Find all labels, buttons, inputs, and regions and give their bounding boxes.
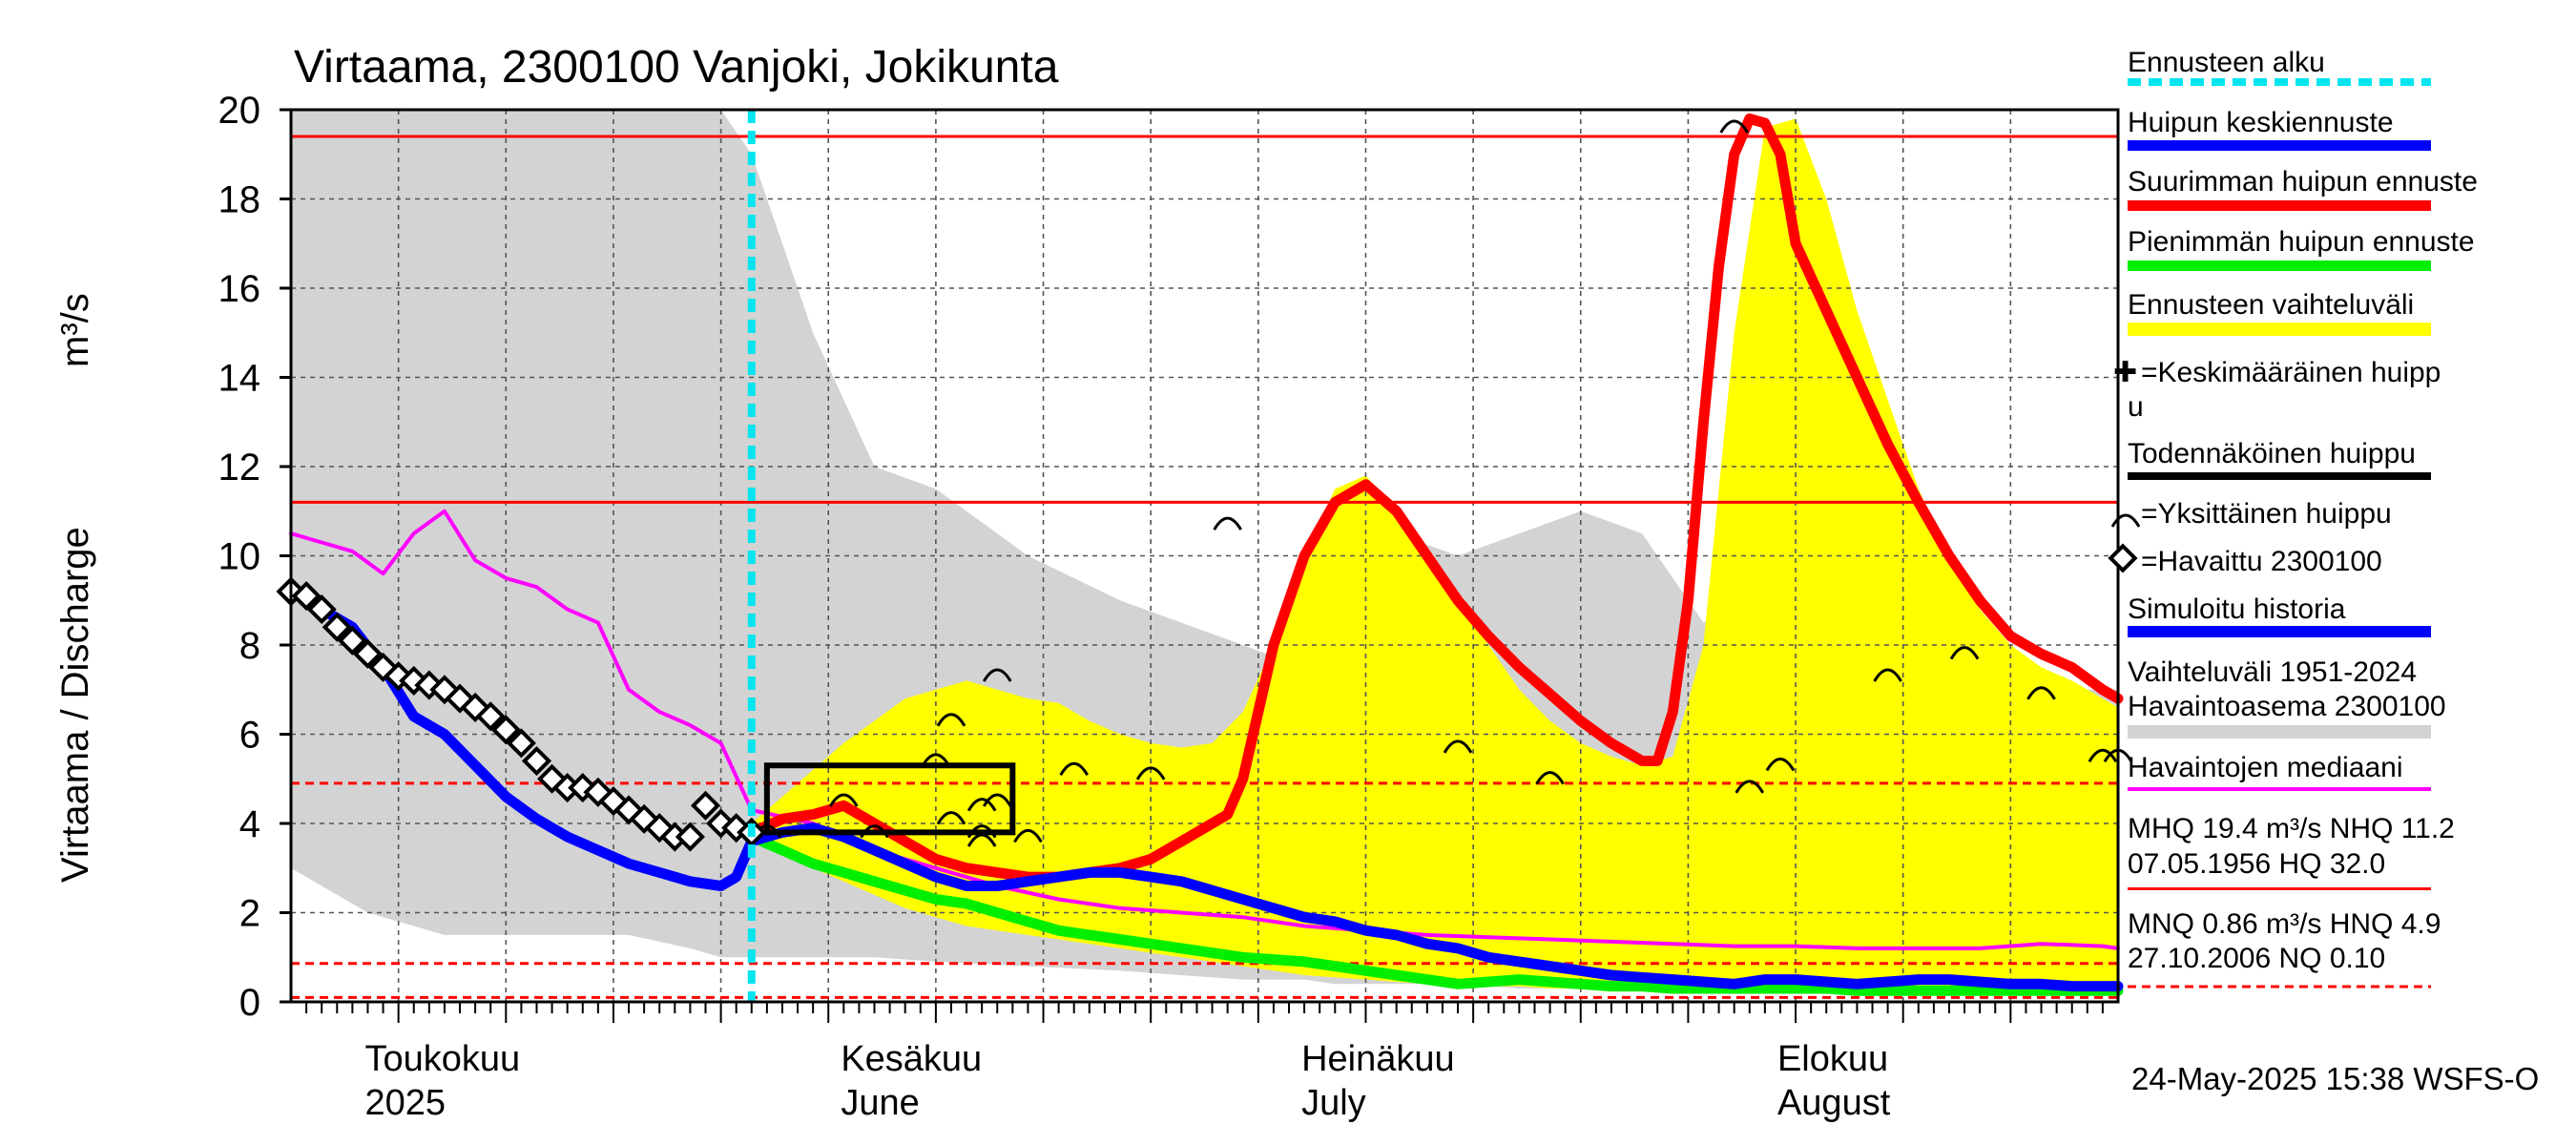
reference-lines: [291, 135, 2118, 999]
single-peak-marker: [1719, 119, 1749, 134]
single-peak-marker: [982, 793, 1012, 807]
observed-point: [675, 822, 705, 852]
month-label: Heinäkuu: [1301, 1039, 1455, 1079]
single-peak-marker: [936, 713, 966, 727]
legend-mean-peak-swatch: [2128, 140, 2431, 151]
observed-point: [291, 581, 322, 612]
single-peak-marker: [1765, 758, 1796, 772]
y-tick-label: 18: [218, 179, 261, 221]
legend-hist-range-station: Havaintoasema 2300100: [2128, 691, 2446, 722]
forecast-range-band: [751, 118, 2118, 993]
y-tick-label: 10: [218, 536, 261, 578]
legend-stats-low-1: MNQ 0.86 m³/s HNQ 4.9: [2128, 908, 2441, 940]
month-sublabel: June: [841, 1083, 919, 1123]
single-peak-marker: [2088, 748, 2118, 762]
chart-title: Virtaama, 2300100 Vanjoki, Jokikunta: [294, 42, 1059, 93]
single-peak-marker: [1213, 516, 1242, 531]
observed-point: [306, 594, 337, 625]
legend-min-peak-label: Pienimmän huipun ennuste: [2128, 226, 2475, 258]
observed-markers: [276, 576, 767, 852]
legend-max-peak-label: Suurimman huipun ennuste: [2128, 166, 2478, 198]
legend-simulated-swatch: [2128, 626, 2431, 637]
legend-simulated-label: Simuloitu historia: [2128, 593, 2346, 625]
series-line-min-peak: [746, 831, 2124, 996]
month-sublabel: July: [1301, 1083, 1366, 1123]
legend-hist-range-label: Vaihteluväli 1951-2024: [2128, 656, 2417, 688]
single-peak-marker: [1949, 646, 1980, 660]
legend-stats-high-swatch: [2128, 887, 2431, 890]
single-peak-marker: [936, 811, 966, 825]
observed-point: [352, 638, 384, 669]
observed-point: [521, 745, 552, 777]
probable-peak-box: [763, 762, 1016, 836]
legend-median-swatch: [2128, 787, 2431, 791]
observed-point: [337, 625, 367, 656]
single-peak-marker: [1013, 828, 1043, 843]
legend-max-peak-swatch: [2128, 200, 2431, 211]
legend-range-label: Ennusteen vaihteluväli: [2128, 289, 2414, 321]
legend-min-peak-swatch: [2128, 260, 2431, 271]
diamond-icon: [2108, 543, 2138, 573]
y-tick-label: 16: [218, 268, 261, 310]
observed-point: [690, 790, 721, 821]
observed-point: [506, 728, 536, 759]
y-tick-label: 20: [218, 90, 261, 132]
legend-observed-label: =Havaittu 2300100: [2141, 546, 2382, 577]
y-tick-label: 14: [218, 358, 261, 400]
single-peak-marker: [982, 668, 1012, 682]
single-peak-marker: [966, 798, 997, 812]
month-sublabel: 2025: [364, 1083, 446, 1123]
month-label: Elokuu: [1777, 1039, 1888, 1079]
axes: 0 2 4 6 8 10 12 14 16 18 20: [218, 90, 2120, 1024]
y-tick-label: 6: [239, 715, 260, 757]
observed-point: [659, 822, 690, 852]
month-label: Kesäkuu: [841, 1039, 982, 1079]
series-line-max-peak: [746, 113, 2124, 883]
legend-stats-low-2: 27.10.2006 NQ 0.10: [2128, 943, 2385, 974]
y-axis-unit: m³/s: [54, 293, 96, 367]
legend-hist-range-swatch: [2128, 725, 2431, 739]
y-tick-label: 4: [239, 803, 260, 845]
observed-point: [475, 701, 506, 732]
single-peak-marker: [1735, 780, 1765, 794]
y-tick-label: 0: [239, 982, 260, 1024]
legend-avg-peak-label: =Keskimääräinen huipp: [2141, 357, 2441, 388]
footer-timestamp: 24-May-2025 15:38 WSFS-O: [2131, 1061, 2539, 1096]
single-peak-marker: [1443, 739, 1473, 754]
single-peak-marker: [1535, 771, 1565, 785]
single-peak-marker: [1059, 761, 1090, 777]
series-line-mean-peak: [746, 822, 2124, 992]
legend-avg-peak-label-wrap: u: [2128, 391, 2144, 423]
legend-median-label: Havaintojen mediaani: [2128, 752, 2403, 783]
observed-point: [322, 612, 352, 642]
legend-probable-peak-label: Todennäköinen huippu: [2128, 438, 2416, 469]
y-tick-label: 12: [218, 447, 261, 489]
legend-stats-high-1: MHQ 19.4 m³/s NHQ 11.2: [2128, 813, 2455, 844]
legend-forecast-start-label: Ennusteen alku: [2128, 47, 2325, 78]
forecast-range-area: [751, 118, 2118, 993]
legend-single-peak-label: =Yksittäinen huippu: [2141, 498, 2392, 530]
single-peak-marker: [1873, 668, 1902, 682]
single-peak-marker: [829, 793, 859, 807]
month-label: Toukokuu: [364, 1039, 520, 1079]
legend-range-swatch: [2128, 323, 2431, 336]
single-peak-marker: [1135, 766, 1166, 781]
legend: Ennusteen alku Huipun keskiennuste Suuri…: [2108, 47, 2478, 989]
observed-point: [552, 773, 583, 803]
probable-peak-box-rect: [763, 762, 1016, 836]
legend-probable-peak-swatch: [2128, 472, 2431, 480]
plus-icon: ✚: [2113, 357, 2137, 388]
single-peak-marker: [2026, 686, 2056, 700]
y-tick-label: 8: [239, 625, 260, 667]
observed-point: [490, 715, 521, 745]
legend-mean-peak-label: Huipun keskiennuste: [2128, 107, 2394, 138]
single-peak-icon: [2110, 513, 2141, 528]
y-tick-label: 2: [239, 893, 260, 935]
month-sublabel: August: [1777, 1083, 1891, 1123]
legend-stats-high-2: 07.05.1956 HQ 32.0: [2128, 848, 2385, 880]
y-axis-label: Virtaama / Discharge: [54, 527, 96, 883]
